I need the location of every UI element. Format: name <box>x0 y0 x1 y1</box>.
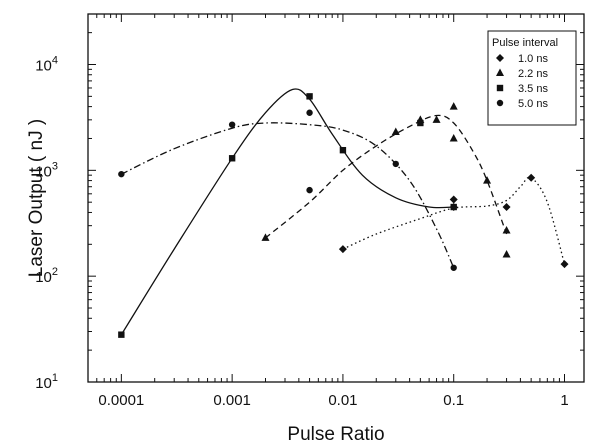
data-point <box>502 250 511 258</box>
series-line <box>120 88 454 336</box>
plot-frame <box>87 13 585 383</box>
legend-marker <box>496 84 504 92</box>
legend-marker <box>496 68 504 76</box>
data-point <box>306 186 313 194</box>
data-point <box>306 109 313 116</box>
data-point <box>502 226 511 234</box>
data-point <box>392 160 399 168</box>
data-point <box>560 260 569 269</box>
legend: Pulse interval 1.0 ns 2.2 ns 3.5 ns 5.0 ns <box>487 30 577 126</box>
legend-marker <box>496 99 504 107</box>
data-point <box>306 93 313 100</box>
data-point <box>118 170 125 178</box>
y-axis-title: Laser Output ( nJ ) <box>26 119 47 277</box>
x-tick-label: 0.01 <box>328 392 357 409</box>
series-curves <box>120 88 566 336</box>
series-line <box>265 114 508 239</box>
data-point <box>228 155 236 162</box>
data-point <box>432 115 441 123</box>
x-tick-label: 0.1 <box>443 392 464 409</box>
data-point <box>449 195 458 204</box>
data-point <box>339 146 347 154</box>
legend-box <box>487 30 577 126</box>
legend-entry: 1.0 ns <box>518 53 548 65</box>
data-point <box>228 121 236 128</box>
data-point <box>338 245 347 254</box>
data-point <box>449 133 458 142</box>
series-markers <box>118 93 569 338</box>
data-point <box>450 203 457 211</box>
x-tick-label: 0.001 <box>213 392 251 409</box>
data-point <box>449 102 458 110</box>
legend-entry: 3.5 ns <box>518 83 548 95</box>
data-point <box>483 176 492 184</box>
data-point <box>417 119 424 127</box>
x-axis-title: Pulse Ratio <box>287 424 384 445</box>
data-point <box>391 127 400 136</box>
y-axis-ticks: 101 102 103 104 <box>35 13 584 392</box>
series-line <box>121 122 455 269</box>
data-point <box>118 331 125 338</box>
x-tick-label: 1 <box>560 392 568 409</box>
x-tick-label: 0.0001 <box>98 392 144 409</box>
y-tick-label: 102 <box>35 266 58 286</box>
data-point <box>527 173 536 182</box>
legend-marker <box>496 54 504 62</box>
y-tick-label: 101 <box>35 372 58 392</box>
legend-items: 1.0 ns 2.2 ns 3.5 ns 5.0 ns <box>496 53 548 110</box>
legend-entry: 2.2 ns <box>518 68 548 80</box>
legend-entry: 5.0 ns <box>518 98 548 110</box>
y-tick-label: 103 <box>35 160 58 180</box>
x-axis-ticks: 0.0001 0.001 0.01 0.1 1 <box>87 14 569 409</box>
y-tick-label: 104 <box>35 54 58 74</box>
legend-title: Pulse interval <box>492 37 558 49</box>
data-point <box>502 203 511 212</box>
data-point <box>261 233 270 241</box>
series-line <box>342 176 566 265</box>
data-point <box>450 264 457 271</box>
